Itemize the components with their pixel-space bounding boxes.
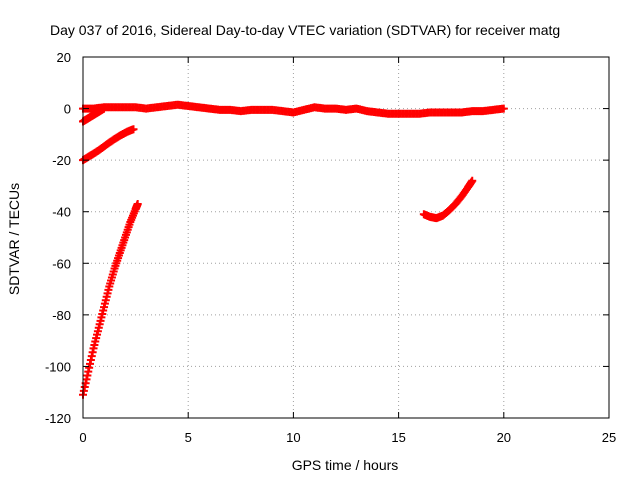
plot-frame (82, 56, 610, 419)
x-tick-label: 25 (602, 430, 616, 445)
data-point (133, 199, 142, 208)
y-tick-label: -80 (52, 308, 71, 323)
series-branch-from-minus-110 (79, 199, 142, 399)
y-tick-label: -120 (45, 411, 71, 426)
data-series (79, 100, 508, 399)
series-band-near-zero (79, 100, 508, 118)
y-tick-label: -60 (52, 256, 71, 271)
chart-title: Day 037 of 2016, Sidereal Day-to-day VTE… (50, 22, 560, 38)
y-tick-label: 0 (64, 102, 71, 117)
y-tick-label: -40 (52, 205, 71, 220)
data-point (129, 125, 138, 134)
series-short-segment-start (79, 104, 109, 126)
x-axis-label: GPS time / hours (292, 457, 399, 473)
x-tick-label: 0 (79, 430, 86, 445)
series-branch-late-afternoon (419, 176, 477, 223)
y-tick-label: -20 (52, 153, 71, 168)
data-point (499, 104, 508, 113)
x-tick-label: 5 (185, 430, 192, 445)
x-tick-label: 15 (391, 430, 405, 445)
x-tick-label: 20 (497, 430, 511, 445)
data-point (100, 104, 109, 113)
y-tick-label: 20 (57, 50, 71, 65)
y-axis-label: SDTVAR / TECUs (6, 183, 22, 295)
y-tick-label: -100 (45, 359, 71, 374)
x-tick-label: 10 (286, 430, 300, 445)
series-branch-from-minus-20 (79, 125, 138, 165)
axis-ticks: 0 5 10 15 20 25 -120 -100 -80 -60 -40 -20 0 20 (45, 50, 616, 445)
data-point (468, 176, 477, 185)
